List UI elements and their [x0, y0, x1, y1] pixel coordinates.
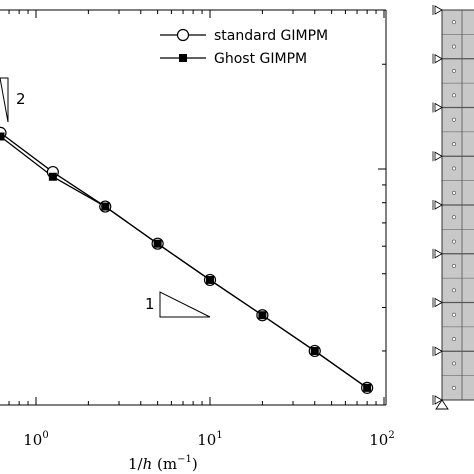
roller-support-triangle [434, 54, 443, 64]
material-point [452, 190, 456, 195]
material-point [452, 337, 456, 341]
material-point [452, 312, 456, 317]
x-axis-label-var: h [143, 455, 153, 473]
slope-triangle-lower-label: 1 [145, 295, 155, 313]
x-tick-marks [8, 10, 385, 405]
data-point-ghost [0, 132, 5, 141]
material-point [452, 20, 456, 25]
x-tick-label-100-exp: 2 [388, 430, 394, 441]
x-tick-label-1-exp: 0 [42, 430, 48, 441]
pin-support [435, 399, 449, 410]
x-tick-label-100-base: 10 [369, 431, 388, 449]
roller-support [432, 297, 443, 308]
mesh-figure [432, 5, 474, 410]
slope-triangle-lower-shape [159, 291, 211, 318]
data-point-ghost [48, 172, 57, 181]
material-point [452, 142, 456, 146]
data-point-ghost [363, 383, 372, 392]
material-point [452, 385, 456, 390]
roller-support [432, 151, 443, 162]
data-point-ghost [206, 275, 214, 284]
roller-support [432, 248, 443, 259]
data-point-ghost [153, 239, 162, 248]
x-tick-labels: 100 101 102 [23, 430, 394, 449]
material-point [452, 239, 456, 244]
slope-triangle-upper-label: 2 [16, 90, 26, 108]
x-axis-label-unit-open: (m [152, 455, 177, 473]
material-point [452, 117, 456, 122]
material-point [452, 93, 456, 98]
x-tick-label-1-base: 10 [23, 431, 42, 449]
x-axis-label: 1/h (m−1) [128, 454, 198, 473]
slope-triangle-upper: 2 [0, 77, 26, 123]
roller-support [432, 395, 443, 405]
material-point [452, 288, 456, 293]
legend: standard GIMPM Ghost GIMPM [160, 28, 328, 67]
roller-support [432, 102, 443, 113]
data-point-ghost [310, 346, 319, 355]
axes-frame [0, 9, 387, 406]
roller-support-triangle [434, 102, 443, 113]
roller-support [432, 200, 443, 210]
material-point [452, 215, 456, 220]
x-tick-label-1: 100 [23, 430, 48, 449]
x-axis-label-unit-close: ) [192, 455, 198, 473]
legend-label-standard: standard GIMPM [214, 28, 328, 44]
x-tick-label-10: 101 [197, 430, 222, 449]
slope-triangle-upper-shape [0, 77, 9, 123]
material-point [452, 69, 456, 73]
series-layer [0, 126, 374, 394]
data-point-ghost [101, 202, 110, 211]
legend-marker-ghost [179, 54, 187, 62]
material-point [452, 166, 456, 171]
series-line-ghost [0, 135, 368, 389]
y-tick-marks [378, 63, 386, 352]
legend-label-ghost: Ghost GIMPM [214, 51, 307, 67]
roller-support-triangle [434, 297, 443, 308]
material-point [452, 44, 456, 49]
roller-support-triangle [434, 346, 443, 356]
roller-support-triangle [434, 395, 443, 405]
material-point [452, 264, 456, 268]
roller-support-triangle [434, 151, 443, 161]
roller-support-triangle [434, 5, 443, 15]
roller-support [432, 53, 443, 64]
x-tick-label-10-base: 10 [197, 431, 216, 449]
roller-support-triangle [434, 200, 443, 210]
slope-triangle-lower: 1 [145, 291, 211, 318]
legend-marker-standard [176, 28, 190, 42]
x-axis-label-main: 1/ [128, 455, 144, 473]
x-tick-label-10-exp: 1 [216, 430, 222, 441]
roller-support-triangle [434, 249, 443, 259]
roller-support [432, 5, 443, 15]
material-point [452, 361, 456, 366]
x-axis-label-unit-exp: −1 [177, 454, 192, 465]
data-point-ghost [258, 311, 267, 320]
roller-support [432, 346, 443, 357]
x-tick-label-100: 102 [369, 430, 394, 449]
